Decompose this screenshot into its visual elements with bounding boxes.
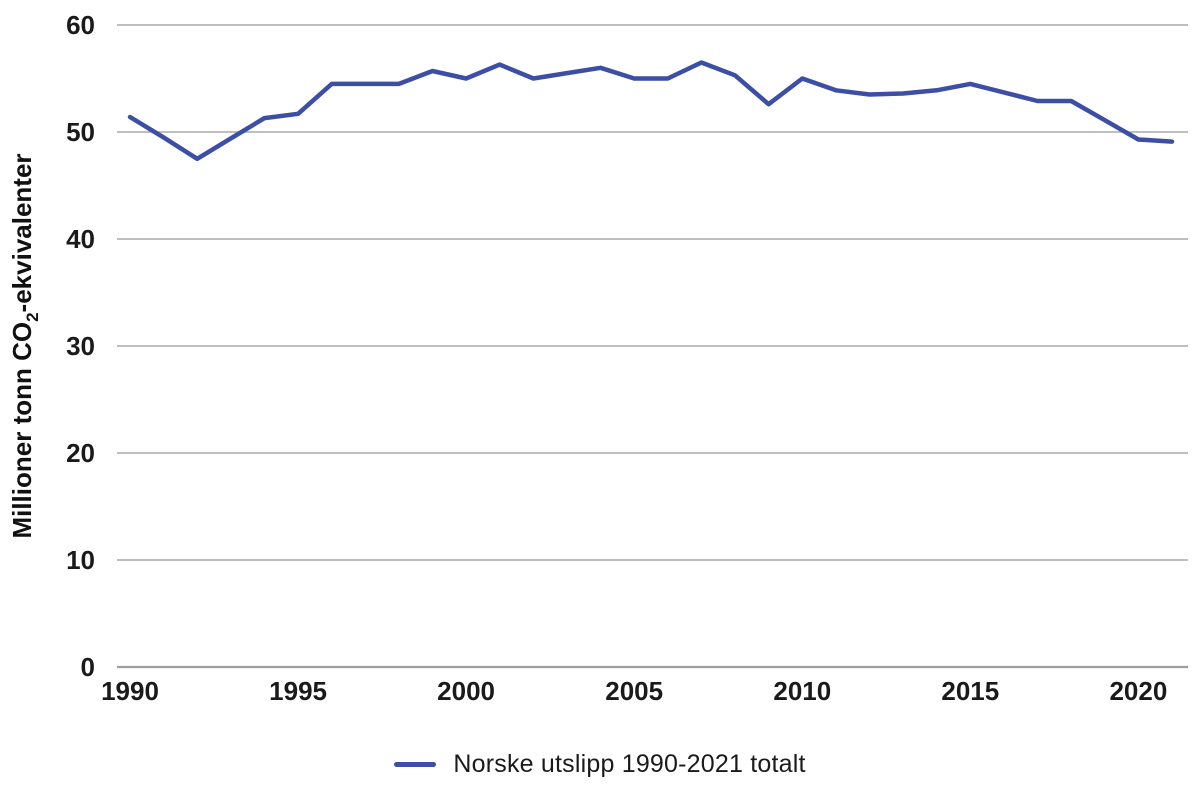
x-tick-label: 2015 xyxy=(941,676,999,706)
y-tick-label: 0 xyxy=(81,652,95,682)
emissions-line xyxy=(127,60,1175,162)
x-tick-label: 1995 xyxy=(269,676,327,706)
legend-line-marker xyxy=(394,761,437,767)
y-axis-title-subscript: 2 xyxy=(23,312,42,321)
y-tick-label: 20 xyxy=(66,438,95,468)
x-tick-label: 2005 xyxy=(605,676,663,706)
y-tick-label: 10 xyxy=(66,545,95,575)
y-tick-label: 60 xyxy=(66,10,95,40)
y-axis-title: Millioner tonn CO2-ekvivalenter xyxy=(7,153,42,538)
y-tick-label: 50 xyxy=(66,117,95,147)
x-tick-label: 2010 xyxy=(773,676,831,706)
series-layer xyxy=(127,60,1175,162)
x-tick-label: 2020 xyxy=(1109,676,1167,706)
grid-layer xyxy=(117,24,1188,669)
x-tick-label: 1990 xyxy=(101,676,159,706)
x-tick-label: 2000 xyxy=(437,676,495,706)
tick-label-layer: 0 10 20 30 40 50 60 1990 1995 2000 2005 2010 2015 202… xyxy=(66,10,1167,706)
legend: Norske utslipp 1990-2021 totalt xyxy=(0,746,1200,782)
y-tick-label: 30 xyxy=(66,331,95,361)
y-tick-label: 40 xyxy=(66,224,95,254)
legend-label: Norske utslipp 1990-2021 totalt xyxy=(453,749,806,778)
